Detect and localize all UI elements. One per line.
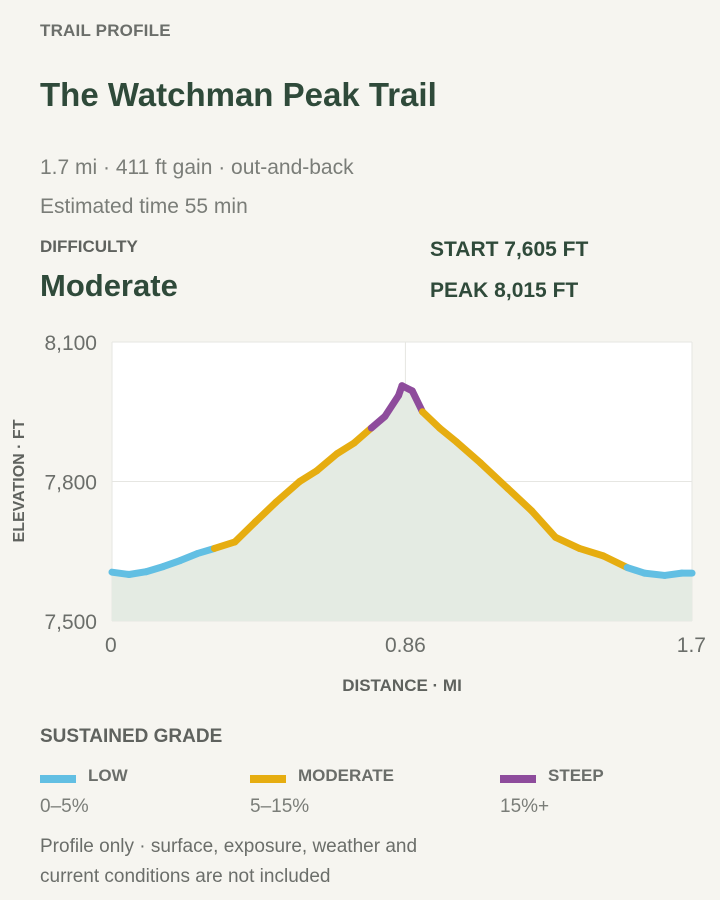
chart-line-layer xyxy=(108,382,696,579)
profile-segment-moderate xyxy=(453,438,484,467)
profile-segment-moderate xyxy=(210,538,239,552)
legend-label-low: LOW xyxy=(88,766,128,785)
profile-segment-moderate xyxy=(476,459,512,492)
profile-segment-moderate xyxy=(528,507,560,541)
profile-segment-steep xyxy=(381,391,403,420)
profile-segment-moderate xyxy=(231,518,259,546)
legend-swatch-moderate xyxy=(250,775,286,783)
profile-segment-moderate xyxy=(272,478,304,506)
footnote: Profile only · surface, exposure, weathe… xyxy=(40,836,418,887)
legend-label-steep: STEEP xyxy=(548,766,604,785)
legend-range-low: 0–5% xyxy=(40,796,89,817)
profile-segment-moderate xyxy=(599,552,631,572)
legend-range-steep: 15%+ xyxy=(500,796,550,817)
y-tick-label: 8,100 xyxy=(44,332,97,355)
start-elevation: START 7,605 FT xyxy=(430,238,589,261)
y-tick-label: 7,500 xyxy=(44,611,97,634)
profile-segment-moderate xyxy=(313,450,341,475)
x-tick-label: 0 xyxy=(105,634,117,657)
y-tick-label: 7,800 xyxy=(44,472,97,495)
profile-segment-moderate xyxy=(251,498,280,526)
peak-elevation: PEAK 8,015 FT xyxy=(430,279,579,302)
legend-label-moderate: MODERATE xyxy=(298,766,395,785)
profile-segment-moderate xyxy=(350,424,375,447)
profile-segment-moderate xyxy=(552,533,583,552)
chart-area-layer xyxy=(112,385,692,621)
profile-segment-moderate xyxy=(504,484,536,515)
estimated-time: Estimated time 55 min xyxy=(40,195,248,218)
difficulty-label: DIFFICULTY xyxy=(40,237,138,256)
legend-swatch-steep xyxy=(500,775,536,783)
x-tick-label: 1.7 xyxy=(677,634,706,657)
elevation-area xyxy=(112,385,692,621)
x-tick-label: 0.86 xyxy=(385,634,426,657)
elevation-chart: 7,500 7,800 8,100 0 0.86 1.7 ELEVATION · FT D… xyxy=(11,332,706,695)
page-title: The Watchman Peak Trail xyxy=(40,76,437,113)
x-axis-label: DISTANCE · MI xyxy=(342,676,462,695)
profile-segment-moderate xyxy=(575,544,607,560)
profile-segment-steep xyxy=(408,387,426,416)
difficulty-value: Moderate xyxy=(40,268,178,303)
legend-range-moderate: 5–15% xyxy=(250,796,310,817)
legend-title: SUSTAINED GRADE xyxy=(40,726,223,747)
profile-segment-moderate xyxy=(418,408,444,432)
legend-swatch-low xyxy=(40,775,76,783)
profile-segment-moderate xyxy=(436,424,461,446)
y-axis-label: ELEVATION · FT xyxy=(11,419,28,542)
chart-ticks: 7,500 7,800 8,100 0 0.86 1.7 xyxy=(44,332,706,657)
eyebrow-label: TRAIL PROFILE xyxy=(40,21,171,40)
trail-summary: 1.7 mi · 411 ft gain · out-and-back xyxy=(40,156,354,179)
